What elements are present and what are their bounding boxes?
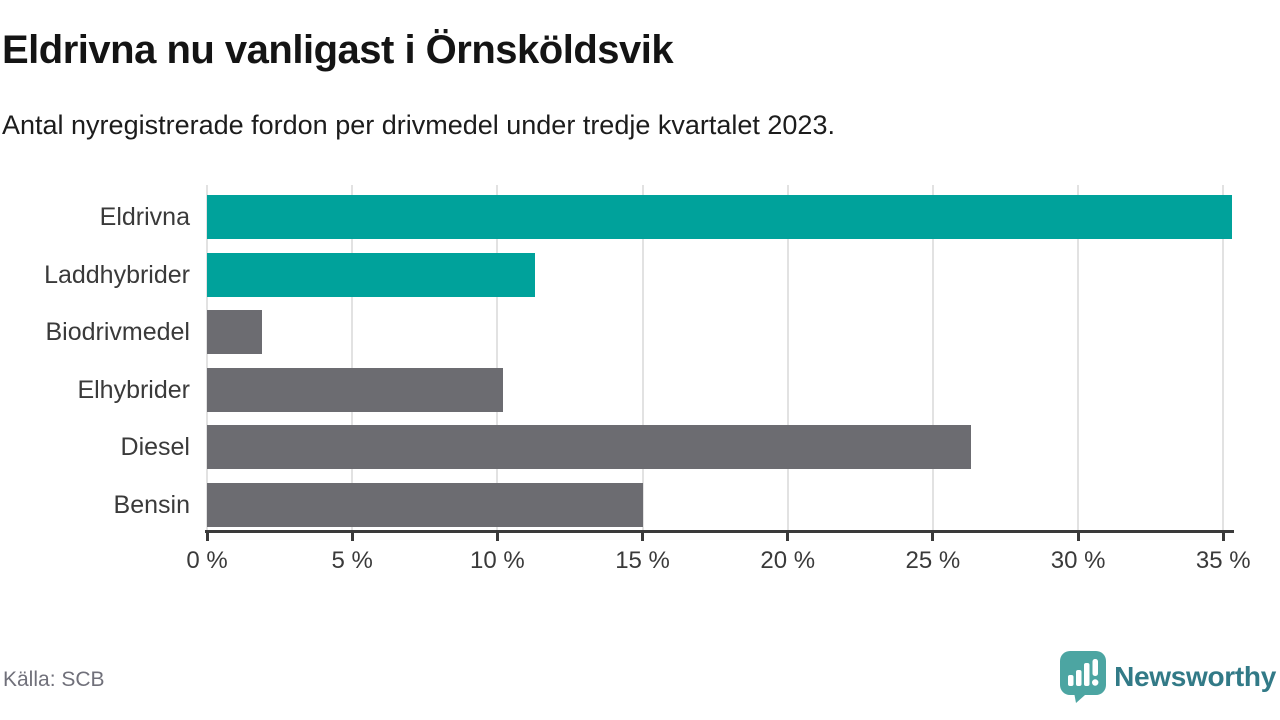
category-label-eldrivna: Eldrivna	[99, 203, 190, 231]
newsworthy-bubble-icon	[1060, 651, 1107, 703]
x-tick-label-10: 10 %	[470, 547, 525, 574]
gridline-35	[1222, 185, 1225, 530]
x-tick-label-20: 20 %	[760, 547, 816, 574]
newsworthy-wordmark: Newsworthy	[1114, 661, 1276, 692]
x-tick-20	[786, 530, 790, 541]
source-label: Källa: SCB	[3, 668, 105, 691]
bar-elhybrider	[207, 367, 504, 412]
x-axis: 0 % 5 % 10 % 15 % 20 % 25 % 30 % 35 %	[186, 530, 1251, 590]
x-tick-30	[1076, 530, 1080, 541]
x-axis-line	[205, 530, 1234, 533]
gridline-15	[641, 185, 644, 530]
x-tick-label-25: 25 %	[905, 547, 961, 574]
x-tick-0	[205, 530, 209, 541]
bar-row-laddhybrider	[207, 243, 1232, 301]
page-subtitle: Antal nyregistrerade fordon per drivmede…	[2, 110, 835, 140]
bar-diesel	[207, 425, 971, 469]
logo-exclamation-stem	[1092, 659, 1099, 676]
bar-row-biodrivmedel	[207, 300, 1232, 358]
bar-laddhybrider	[207, 252, 536, 297]
x-tick-label-30: 30 %	[1050, 547, 1106, 574]
x-tick-15	[641, 530, 645, 541]
category-label-diesel: Diesel	[120, 433, 190, 461]
gridline-20	[786, 185, 789, 530]
bar-bensin	[207, 482, 643, 527]
bar-row-bensin	[207, 473, 1232, 531]
category-label-elhybrider: Elhybrider	[77, 375, 190, 404]
x-tick-label-15: 15 %	[615, 547, 670, 574]
bar-eldrivna	[207, 195, 1232, 239]
logo-bar-medium	[1076, 670, 1082, 686]
bar-chart-plot-area	[206, 185, 1232, 531]
gridline-25	[931, 185, 934, 530]
x-tick-label-35: 35 %	[1195, 547, 1251, 574]
x-tick-label-0: 0 %	[186, 547, 228, 574]
gridline-10	[496, 185, 499, 530]
x-tick-10	[495, 530, 499, 541]
category-axis: Eldrivna Laddhybrider Biodrivmedel Elhybrid…	[0, 185, 190, 530]
category-label-bensin: Bensin	[113, 490, 190, 519]
gridline-5	[351, 185, 354, 530]
gridline-30	[1077, 185, 1080, 530]
newsworthy-logo: Newsworthy	[1060, 651, 1276, 703]
bar-biodrivmedel	[207, 310, 263, 354]
logo-bar-small	[1068, 675, 1074, 686]
bar-row-eldrivna	[207, 185, 1232, 243]
gridline-0	[206, 185, 208, 530]
logo-exclamation-dot	[1092, 679, 1099, 686]
category-label-biodrivmedel: Biodrivmedel	[45, 318, 190, 346]
category-label-laddhybrider: Laddhybrider	[44, 260, 190, 289]
page-title: Eldrivna nu vanligast i Örnsköldsvik	[2, 28, 674, 72]
x-tick-label-5: 5 %	[331, 547, 373, 574]
bar-row-diesel	[207, 415, 1232, 473]
x-tick-35	[1221, 530, 1225, 541]
bar-row-elhybrider	[207, 358, 1232, 416]
x-tick-5	[350, 530, 354, 541]
x-tick-25	[931, 530, 935, 541]
logo-bar-large	[1084, 663, 1090, 686]
